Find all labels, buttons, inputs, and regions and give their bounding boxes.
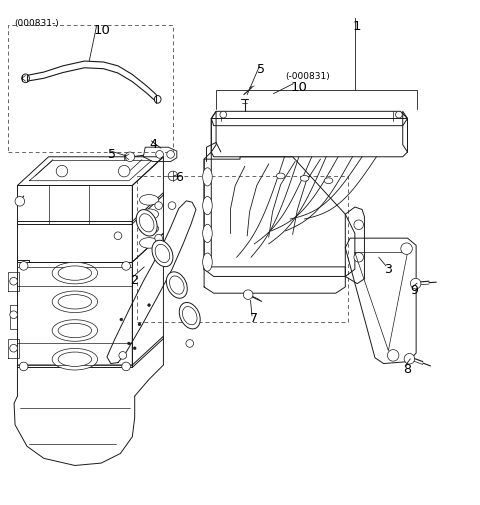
Circle shape <box>396 111 402 118</box>
Circle shape <box>148 304 151 307</box>
Circle shape <box>155 234 162 242</box>
Ellipse shape <box>140 223 158 234</box>
Bar <box>137 176 348 322</box>
Text: 10: 10 <box>290 81 307 94</box>
Bar <box>8 25 173 152</box>
Text: 7: 7 <box>250 312 258 325</box>
Circle shape <box>155 202 162 210</box>
Circle shape <box>387 349 399 361</box>
Text: 4: 4 <box>149 138 157 150</box>
Text: 8: 8 <box>403 363 411 376</box>
Text: 9: 9 <box>410 284 418 296</box>
Circle shape <box>119 351 127 359</box>
Text: 5: 5 <box>108 148 116 161</box>
Circle shape <box>120 318 123 321</box>
Circle shape <box>133 347 136 349</box>
Circle shape <box>410 278 421 289</box>
Ellipse shape <box>300 175 309 181</box>
Circle shape <box>168 202 176 210</box>
Ellipse shape <box>203 168 212 186</box>
Circle shape <box>125 152 135 162</box>
Ellipse shape <box>58 352 92 367</box>
Circle shape <box>186 339 193 347</box>
Ellipse shape <box>203 253 212 271</box>
Circle shape <box>114 232 122 239</box>
Ellipse shape <box>152 240 173 267</box>
Circle shape <box>10 277 17 285</box>
Ellipse shape <box>140 194 158 205</box>
Circle shape <box>220 111 227 118</box>
Circle shape <box>10 311 17 319</box>
Ellipse shape <box>22 74 29 83</box>
Circle shape <box>401 243 412 255</box>
Ellipse shape <box>52 348 97 370</box>
Circle shape <box>56 166 68 177</box>
Ellipse shape <box>136 210 157 236</box>
Text: (000831-): (000831-) <box>14 19 59 28</box>
Ellipse shape <box>155 95 161 103</box>
Circle shape <box>15 196 24 206</box>
Ellipse shape <box>58 266 92 280</box>
Ellipse shape <box>58 323 92 338</box>
Circle shape <box>354 220 363 230</box>
Ellipse shape <box>52 291 97 313</box>
Ellipse shape <box>139 214 154 232</box>
Ellipse shape <box>140 209 158 220</box>
Text: 10: 10 <box>94 24 111 37</box>
Text: 3: 3 <box>384 263 392 276</box>
Text: 5: 5 <box>257 64 265 76</box>
Circle shape <box>138 323 141 326</box>
Ellipse shape <box>167 272 187 298</box>
Ellipse shape <box>203 224 212 242</box>
Circle shape <box>354 252 363 262</box>
Circle shape <box>243 290 253 299</box>
Circle shape <box>404 354 415 364</box>
Ellipse shape <box>324 178 333 184</box>
Circle shape <box>168 171 178 181</box>
Circle shape <box>19 362 28 371</box>
Circle shape <box>122 262 131 270</box>
Circle shape <box>155 254 162 261</box>
Ellipse shape <box>140 238 158 248</box>
Text: 1: 1 <box>352 20 361 33</box>
Ellipse shape <box>203 196 212 215</box>
Circle shape <box>19 262 28 270</box>
Ellipse shape <box>58 294 92 309</box>
Circle shape <box>167 150 174 158</box>
Circle shape <box>156 150 163 158</box>
Ellipse shape <box>179 302 200 329</box>
Ellipse shape <box>52 262 97 284</box>
Ellipse shape <box>155 244 170 263</box>
Ellipse shape <box>276 173 285 179</box>
Ellipse shape <box>169 276 184 294</box>
Text: (-000831): (-000831) <box>286 72 330 81</box>
Circle shape <box>122 362 131 371</box>
Text: 2: 2 <box>130 274 138 287</box>
Ellipse shape <box>182 307 197 325</box>
Ellipse shape <box>52 320 97 341</box>
Circle shape <box>128 342 131 345</box>
Circle shape <box>119 166 130 177</box>
Circle shape <box>10 344 17 352</box>
Text: 6: 6 <box>175 171 183 184</box>
